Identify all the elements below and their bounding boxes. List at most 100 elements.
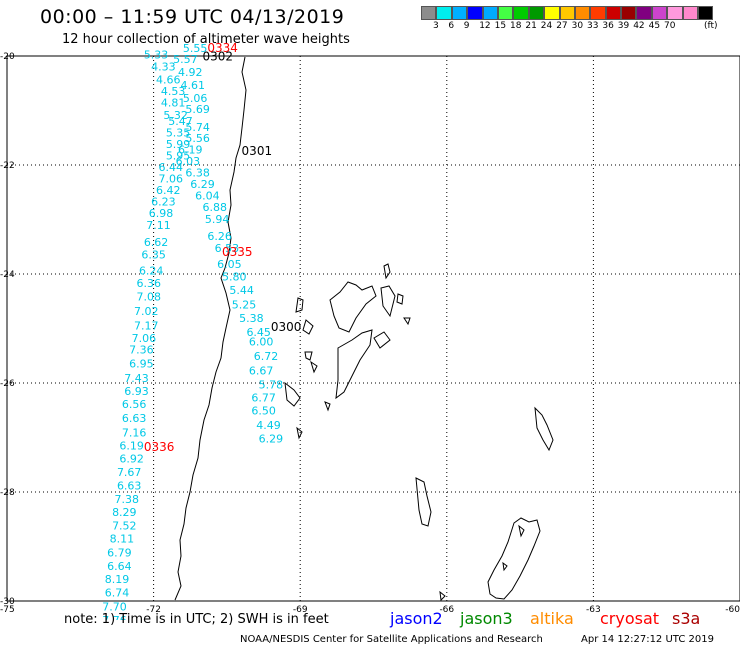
color-legend-tick: 33 xyxy=(587,21,599,31)
island-shape xyxy=(329,281,377,333)
wave-height-value: 6.63 xyxy=(122,412,147,425)
wave-height-value: 5.78 xyxy=(259,378,284,391)
wave-height-value: 6.74 xyxy=(105,587,130,600)
wave-height-value: 7.70 xyxy=(102,600,127,613)
lat-tick-label: -26 xyxy=(0,379,15,389)
color-swatch xyxy=(451,6,468,20)
wave-height-value: 4.53 xyxy=(161,85,186,98)
satellite-name: cryosat xyxy=(600,609,660,628)
color-legend-tick: 36 xyxy=(602,21,614,31)
island-shape xyxy=(383,263,391,280)
axis-labels: -75 -72 -69 -66 -63 -60 -20 -22 -24 -26 -28 -30 xyxy=(0,52,740,615)
wave-height-value: 7.76 xyxy=(102,614,127,620)
color-legend-tick: 6 xyxy=(448,21,455,31)
lon-tick-label: -63 xyxy=(586,605,601,615)
wave-height-value: 5.35 xyxy=(166,127,191,140)
lon-tick-label: -60 xyxy=(725,605,740,615)
wave-height-value: 6.05 xyxy=(217,258,242,271)
color-legend xyxy=(421,6,714,20)
wave-height-value: 6.04 xyxy=(195,189,220,202)
wave-height-value: 7.52 xyxy=(112,520,136,533)
wave-height-value: 6.45 xyxy=(246,326,270,339)
color-legend-tick: 24 xyxy=(540,21,553,31)
island-shape xyxy=(380,285,396,318)
color-legend-tick: 18 xyxy=(510,21,522,31)
wave-height-value: 7.02 xyxy=(134,305,159,318)
pass-time-label: 0335 xyxy=(222,245,253,259)
color-legend-unit: (ft) xyxy=(704,21,718,31)
wave-height-value: 5.55 xyxy=(183,42,208,55)
wave-height-value: 6.29 xyxy=(259,432,284,445)
color-swatch xyxy=(605,6,622,20)
wave-height-readings: 5.55 5.33 5.574.33 4.924.66 4.614.535.064.81… xyxy=(102,42,283,620)
color-legend-tick: 39 xyxy=(617,21,630,31)
wave-height-value: 6.79 xyxy=(107,546,132,559)
color-swatch xyxy=(590,6,606,20)
island-shape xyxy=(373,331,391,349)
wave-height-value: 6.63 xyxy=(117,479,142,492)
island-shape xyxy=(415,477,432,527)
color-swatch xyxy=(528,6,545,20)
footer-note: note: 1) Time is in UTC; 2) SWH is in fe… xyxy=(64,612,329,627)
wave-height-value: 5.44 xyxy=(229,284,254,297)
wave-height-value: 8.29 xyxy=(112,506,136,519)
wave-height-value: 7.11 xyxy=(146,219,171,232)
color-swatch xyxy=(544,6,560,20)
island-shape xyxy=(284,381,301,407)
wave-height-value: 7.36 xyxy=(129,344,154,357)
color-swatch xyxy=(513,6,529,20)
wave-height-value: 4.92 xyxy=(178,66,203,79)
credit-line: NOAA/NESDIS Center for Satellite Applica… xyxy=(240,634,543,645)
island-shape xyxy=(302,319,314,335)
island-shape xyxy=(295,297,304,313)
wave-height-value: 6.50 xyxy=(251,405,275,418)
wave-height-value: 6.19 xyxy=(119,439,144,452)
wave-height-value: 5.06 xyxy=(183,92,208,105)
wave-height-value: 6.92 xyxy=(119,453,144,466)
wave-height-value: 6.72 xyxy=(254,350,279,363)
wave-height-value: 6.19 xyxy=(178,144,203,157)
color-swatch xyxy=(651,6,668,20)
lat-tick-label: -30 xyxy=(0,597,15,607)
generation-timestamp: Apr 14 12:27:12 UTC 2019 xyxy=(581,634,714,645)
map-frame xyxy=(6,55,740,602)
wave-height-value: 7.16 xyxy=(122,426,147,439)
pass-time-label: 0336 xyxy=(144,440,175,454)
color-legend-tick: 3 xyxy=(433,21,439,31)
wave-height-value: 5.80 xyxy=(222,271,247,284)
color-legend-labels: 3 6 9 12 15 18 21 24 27 30 33 36 39 42 45 70 xyxy=(421,21,740,33)
wave-height-value: 6.53 xyxy=(215,242,240,255)
wave-height-value: 6.77 xyxy=(251,392,275,405)
wave-height-value: 7.08 xyxy=(136,291,161,304)
color-legend-tick: 42 xyxy=(633,21,645,31)
wave-height-value: 5.74 xyxy=(185,121,210,134)
wave-height-value: 6.56 xyxy=(122,398,147,411)
color-legend-tick: 21 xyxy=(525,21,537,31)
wave-height-value: 6.88 xyxy=(202,201,227,214)
island-shape xyxy=(324,401,331,412)
wave-height-value: 6.35 xyxy=(141,249,166,262)
wave-height-value: 4.61 xyxy=(180,79,205,92)
wave-height-value: 5.94 xyxy=(205,213,230,226)
pass-time-label: 0300 xyxy=(271,320,302,334)
lat-tick-label: -22 xyxy=(0,161,15,171)
satellite-name: jason3 xyxy=(460,609,513,628)
wave-height-value: 5.38 xyxy=(239,312,264,325)
lon-tick-label: -75 xyxy=(0,605,15,615)
lon-tick-label: -69 xyxy=(293,605,308,615)
color-legend-tick: 12 xyxy=(479,21,491,31)
wave-height-value: 6.62 xyxy=(144,236,169,249)
wave-height-value: 5.47 xyxy=(168,115,193,128)
wave-height-value: 6.23 xyxy=(151,195,176,208)
wave-height-value: 5.99 xyxy=(166,138,191,151)
lat-tick-label: -20 xyxy=(0,52,15,62)
wave-height-value: 6.38 xyxy=(185,166,210,179)
wave-height-value: 5.95 xyxy=(166,150,191,163)
wave-height-value: 8.11 xyxy=(110,533,134,546)
color-swatch xyxy=(482,6,498,20)
wave-height-value: 6.42 xyxy=(156,184,181,197)
coastline-mainland xyxy=(174,56,247,601)
wave-height-value: 6.93 xyxy=(124,385,149,398)
pass-time-label: 0302 xyxy=(202,49,233,63)
pass-time-label: 0334 xyxy=(207,41,238,55)
